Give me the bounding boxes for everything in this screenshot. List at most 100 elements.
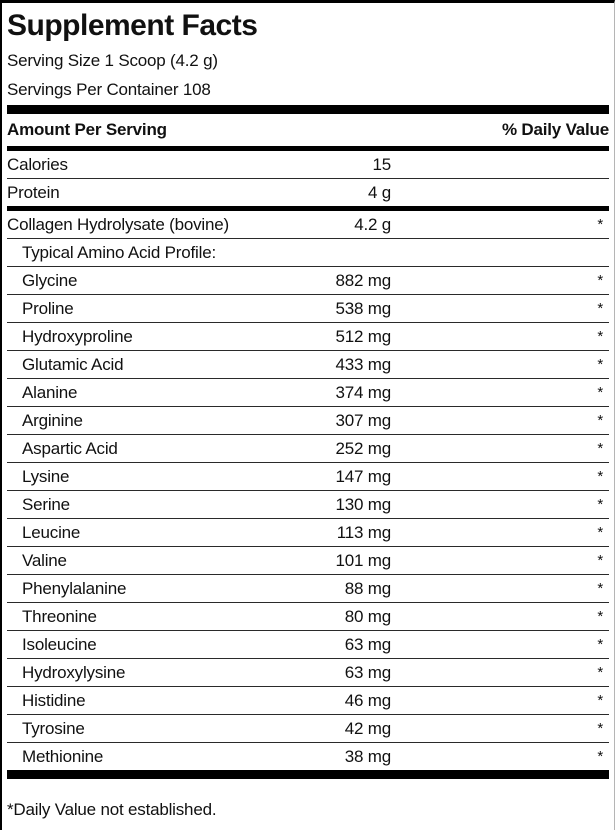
table-row: Lysine 147 mg * (7, 463, 609, 491)
daily-value-cell: * (597, 524, 603, 541)
nutrient-name: Leucine (22, 523, 81, 542)
daily-value-cell (391, 151, 609, 178)
table-row: Serine 130 mg * (7, 491, 609, 519)
table-row: Protein 4 g (7, 179, 609, 211)
nutrient-name: Typical Amino Acid Profile: (22, 243, 216, 262)
thick-divider-top (7, 105, 609, 114)
nutrient-name: Isoleucine (22, 635, 97, 654)
table-row: Collagen Hydrolysate (bovine) 4.2 g * (7, 211, 609, 239)
daily-value-cell: * (597, 300, 603, 317)
label-content: Supplement Facts Serving Size 1 Scoop (4… (2, 9, 614, 819)
daily-value-cell (391, 179, 609, 206)
nutrient-amount: 63 mg (344, 635, 391, 654)
daily-value-cell: * (597, 692, 603, 709)
daily-value-cell: * (597, 412, 603, 429)
nutrient-name: Hydroxylysine (22, 663, 126, 682)
nutrient-name: Valine (22, 551, 67, 570)
nutrient-name: Lysine (22, 467, 70, 486)
nutrient-name: Alanine (22, 383, 78, 402)
daily-value-cell: * (597, 580, 603, 597)
daily-value-cell: * (597, 552, 603, 569)
nutrient-amount: 882 mg (335, 271, 391, 290)
nutrient-name: Methionine (22, 747, 104, 766)
table-row: Methionine 38 mg * (7, 743, 609, 770)
nutrient-name: Serine (22, 495, 70, 514)
footnote: *Daily Value not established. (7, 800, 217, 819)
nutrient-amount: 538 mg (335, 299, 391, 318)
nutrient-amount: 147 mg (335, 467, 391, 486)
nutrient-amount: 512 mg (335, 327, 391, 346)
label-title: Supplement Facts (7, 9, 258, 42)
table-row: Hydroxyproline 512 mg * (7, 323, 609, 351)
table-row: Arginine 307 mg * (7, 407, 609, 435)
nutrient-amount: 4.2 g (354, 215, 391, 234)
facts-table-rows: Calories 15 Protein 4 g Collagen Hydroly… (7, 151, 609, 770)
nutrient-amount: 42 mg (344, 719, 391, 738)
nutrient-name: Tyrosine (22, 719, 85, 738)
table-row: Glutamic Acid 433 mg * (7, 351, 609, 379)
nutrient-name: Arginine (22, 411, 83, 430)
daily-value-cell: * (597, 720, 603, 737)
column-header-row: Amount Per Serving % Daily Value (7, 114, 609, 151)
nutrient-amount: 113 mg (336, 523, 391, 542)
nutrient-amount: 252 mg (335, 439, 391, 458)
daily-value-cell: * (597, 664, 603, 681)
nutrient-amount: 80 mg (344, 607, 391, 626)
nutrient-amount: 63 mg (344, 663, 391, 682)
nutrient-name: Glycine (22, 271, 78, 290)
table-row: Threonine 80 mg * (7, 603, 609, 631)
table-row: Phenylalanine 88 mg * (7, 575, 609, 603)
nutrient-name: Histidine (22, 691, 86, 710)
percent-daily-value-header: % Daily Value (501, 120, 609, 139)
table-row: Typical Amino Acid Profile: (7, 239, 609, 267)
daily-value-cell: * (597, 748, 603, 765)
daily-value-cell: * (597, 608, 603, 625)
daily-value-cell: * (597, 272, 603, 289)
nutrient-amount: 46 mg (344, 691, 391, 710)
nutrient-name: Glutamic Acid (22, 355, 124, 374)
daily-value-cell: * (597, 440, 603, 457)
nutrient-name: Aspartic Acid (22, 439, 118, 458)
daily-value-cell: * (597, 328, 603, 345)
table-row: Aspartic Acid 252 mg * (7, 435, 609, 463)
daily-value-cell: * (597, 636, 603, 653)
serving-size-line: Serving Size 1 Scoop (4.2 g) (7, 51, 218, 70)
nutrient-amount: 101 mg (335, 551, 391, 570)
table-row: Glycine 882 mg * (7, 267, 609, 295)
table-row: Isoleucine 63 mg * (7, 631, 609, 659)
nutrient-amount: 4 g (367, 183, 391, 202)
nutrient-amount: 433 mg (335, 355, 391, 374)
nutrient-amount: 88 mg (344, 579, 391, 598)
nutrient-amount (261, 239, 391, 266)
nutrient-amount: 307 mg (335, 411, 391, 430)
nutrient-name: Threonine (22, 607, 97, 626)
table-row: Tyrosine 42 mg * (7, 715, 609, 743)
table-row: Leucine 113 mg * (7, 519, 609, 547)
daily-value-cell: * (597, 384, 603, 401)
table-row: Proline 538 mg * (7, 295, 609, 323)
daily-value-cell: * (597, 216, 603, 233)
daily-value-cell: * (597, 356, 603, 373)
amount-per-serving-header: Amount Per Serving (7, 120, 167, 139)
nutrient-amount: 15 (372, 155, 391, 174)
daily-value-cell (391, 239, 609, 266)
nutrient-name: Calories (7, 155, 68, 174)
nutrient-name: Phenylalanine (22, 579, 127, 598)
daily-value-cell: * (597, 468, 603, 485)
nutrient-amount: 374 mg (335, 383, 391, 402)
nutrient-amount: 38 mg (344, 747, 391, 766)
nutrient-name: Collagen Hydrolysate (bovine) (7, 215, 229, 234)
daily-value-cell: * (597, 496, 603, 513)
nutrient-amount: 130 mg (335, 495, 391, 514)
nutrient-name: Proline (22, 299, 74, 318)
table-row: Valine 101 mg * (7, 547, 609, 575)
nutrient-name: Protein (7, 183, 60, 202)
table-row: Alanine 374 mg * (7, 379, 609, 407)
nutrient-name: Hydroxyproline (22, 327, 133, 346)
servings-per-container-line: Servings Per Container 108 (7, 80, 211, 99)
table-row: Histidine 46 mg * (7, 687, 609, 715)
table-row: Calories 15 (7, 151, 609, 179)
table-row: Hydroxylysine 63 mg * (7, 659, 609, 687)
thick-divider-bottom (7, 770, 609, 779)
